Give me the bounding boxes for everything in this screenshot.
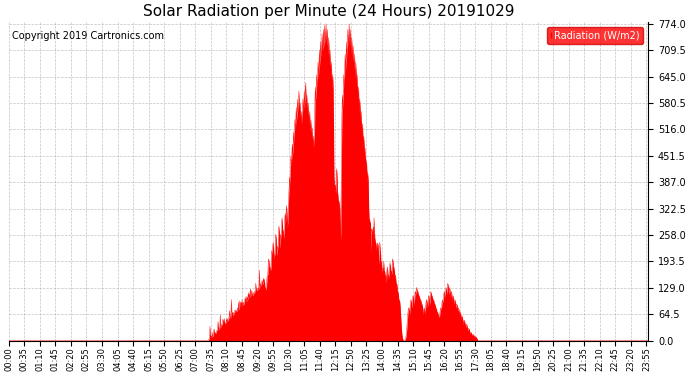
Title: Solar Radiation per Minute (24 Hours) 20191029: Solar Radiation per Minute (24 Hours) 20… [143, 4, 514, 19]
Text: Copyright 2019 Cartronics.com: Copyright 2019 Cartronics.com [12, 31, 164, 41]
Legend: Radiation (W/m2): Radiation (W/m2) [547, 27, 643, 44]
